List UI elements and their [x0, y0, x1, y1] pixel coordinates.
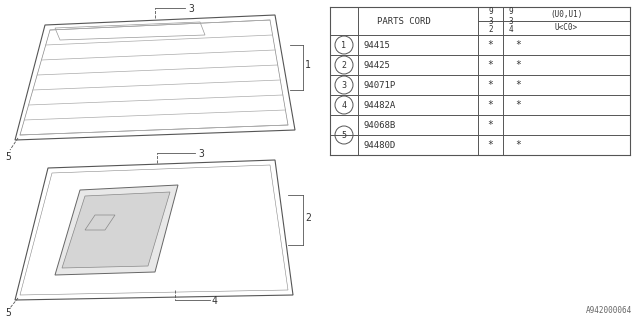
Text: (U0,U1): (U0,U1)	[550, 10, 582, 19]
Text: *: *	[488, 140, 493, 150]
Text: 9
3
2: 9 3 2	[488, 7, 493, 35]
Text: 94071P: 94071P	[363, 81, 396, 90]
Text: 9
3
4: 9 3 4	[509, 7, 513, 35]
Text: 3: 3	[342, 81, 346, 90]
Text: PARTS CORD: PARTS CORD	[377, 17, 431, 26]
Text: 2: 2	[342, 60, 346, 69]
Text: *: *	[488, 40, 493, 50]
Text: 94425: 94425	[363, 60, 390, 69]
Text: *: *	[488, 80, 493, 90]
Text: *: *	[515, 60, 521, 70]
Polygon shape	[55, 185, 178, 275]
Text: *: *	[515, 40, 521, 50]
Text: 5: 5	[342, 131, 346, 140]
Text: 2: 2	[305, 213, 311, 223]
Text: *: *	[488, 120, 493, 130]
Text: A942000064: A942000064	[586, 306, 632, 315]
Text: 94415: 94415	[363, 41, 390, 50]
Text: U<C0>: U<C0>	[555, 23, 578, 33]
Text: 1: 1	[342, 41, 346, 50]
Text: 4: 4	[342, 100, 346, 109]
Text: 94480D: 94480D	[363, 140, 396, 149]
Text: *: *	[515, 140, 521, 150]
Text: *: *	[488, 100, 493, 110]
Text: 1: 1	[305, 60, 311, 70]
Text: *: *	[515, 80, 521, 90]
Text: *: *	[515, 100, 521, 110]
Text: *: *	[488, 60, 493, 70]
Polygon shape	[62, 192, 170, 268]
Text: 4: 4	[212, 296, 218, 306]
Text: 5: 5	[5, 152, 11, 162]
Text: 3: 3	[198, 149, 204, 159]
Text: 94482A: 94482A	[363, 100, 396, 109]
Text: 5: 5	[5, 308, 11, 318]
Text: 94068B: 94068B	[363, 121, 396, 130]
Text: 3: 3	[188, 4, 194, 14]
